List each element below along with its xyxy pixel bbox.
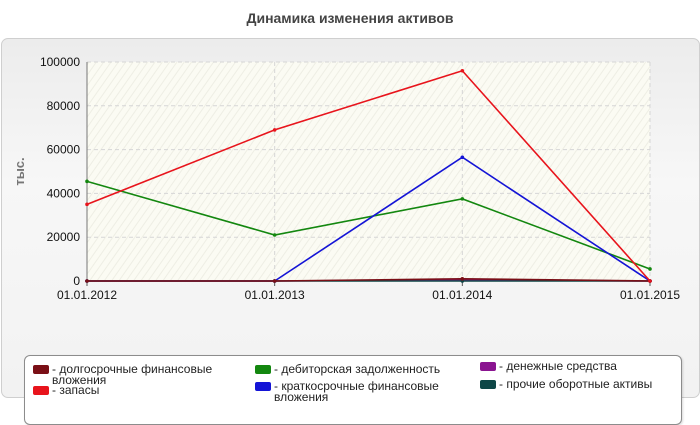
legend-label: прочие оборотные активы	[499, 378, 652, 390]
legend-swatch	[33, 386, 49, 395]
y-tick-label: 60000	[47, 143, 81, 157]
data-point	[272, 128, 277, 132]
legend-label: дебиторская задолженность	[274, 363, 440, 375]
data-point	[85, 279, 89, 283]
data-point	[85, 179, 89, 184]
legend-item[interactable]: денежные средства	[480, 360, 680, 372]
legend-swatch	[33, 365, 49, 374]
legend-item[interactable]: прочие оборотные активы	[480, 378, 680, 390]
legend-item[interactable]: дебиторская задолженность	[255, 363, 455, 375]
data-point	[85, 202, 89, 207]
plot-area	[87, 62, 650, 281]
x-tick-label: 01.01.2013	[245, 288, 305, 302]
legend-label: денежные средства	[499, 360, 617, 372]
data-point	[460, 277, 465, 281]
legend-swatch	[480, 362, 496, 371]
data-point	[648, 267, 652, 271]
legend-item[interactable]: запасы	[33, 384, 243, 396]
data-point	[460, 155, 465, 160]
data-point	[648, 279, 652, 283]
data-point	[272, 279, 277, 283]
legend-swatch	[255, 365, 271, 374]
data-point	[460, 197, 465, 201]
legend-swatch	[480, 380, 496, 389]
series-line	[86, 180, 651, 270]
data-point	[460, 68, 465, 73]
y-tick-label: 80000	[47, 99, 81, 113]
chart-plot: 0 20000 40000 60000 80000 100000 01.01.2012 01.…	[12, 55, 680, 302]
y-tick-label: 40000	[47, 186, 81, 200]
y-tick-label: 0	[73, 274, 80, 288]
chart-title: Динамика изменения активов	[246, 10, 454, 26]
legend-swatch	[255, 382, 271, 391]
legend: долгосрочные финансовые вложениязапасыде…	[24, 355, 682, 425]
series-line	[87, 278, 651, 282]
chart-panel: 0 20000 40000 60000 80000 100000 01.01.2012 01.…	[1, 38, 700, 425]
data-point	[272, 233, 277, 237]
y-axis-label: тыс.	[12, 157, 27, 185]
x-tick-label: 01.01.2015	[620, 288, 680, 302]
series-line	[86, 69, 651, 282]
y-tick-label: 20000	[47, 230, 81, 244]
x-tick-label: 01.01.2012	[57, 288, 117, 302]
legend-label: запасы	[52, 384, 99, 396]
x-tick-label: 01.01.2014	[432, 288, 492, 302]
y-tick-label: 100000	[40, 55, 80, 69]
